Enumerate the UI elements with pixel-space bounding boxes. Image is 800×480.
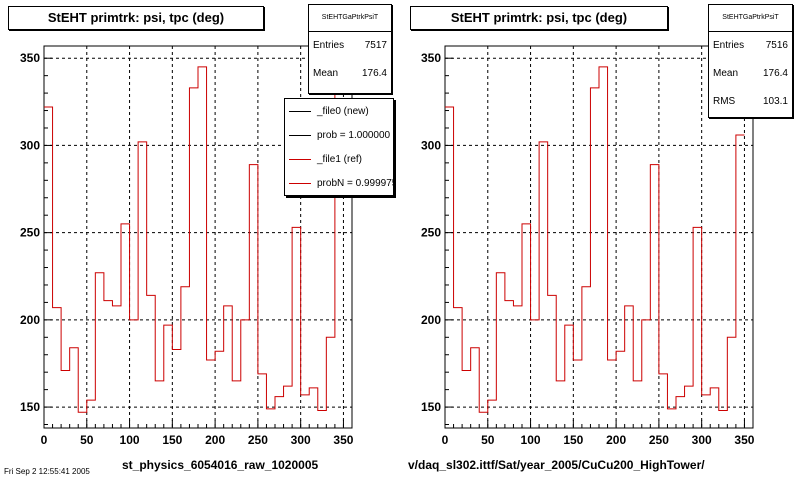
right-plot-title: StEHT primtrk: psi, tpc (deg) xyxy=(410,6,668,30)
right-plot-frame xyxy=(444,45,754,429)
legend-label: probN = 0.999975 xyxy=(317,177,394,189)
timestamp-footer: Fri Sep 2 12:55:41 2005 xyxy=(4,467,90,476)
left-stats-box: StEHTGaPtrkPsiT Entries 7517 Mean 176.4 xyxy=(308,4,392,94)
legend-line-marker xyxy=(289,182,311,184)
left-histogram-series xyxy=(44,66,344,413)
left-stats-name: StEHTGaPtrkPsiT xyxy=(309,5,391,32)
right-x-tick-label: 100 xyxy=(521,433,541,447)
left-y-tick-label: 200 xyxy=(20,313,40,327)
legend-entry-probn: probN = 0.999975 xyxy=(285,171,393,195)
right-stats-row-entries: Entries 7516 xyxy=(709,32,792,60)
stats-label: Entries xyxy=(313,40,345,51)
right-stats-row-mean: Mean 176.4 xyxy=(709,60,792,88)
right-x-tick-label: 300 xyxy=(692,433,712,447)
legend-label: _file0 (new) xyxy=(317,105,369,117)
left-x-tick-label: 50 xyxy=(80,433,94,447)
right-stats-name: StEHTGaPtrkPsiT xyxy=(709,5,792,32)
left-x-tick-label: 350 xyxy=(333,433,353,447)
legend-entry-ref: _file1 (ref) xyxy=(285,147,393,171)
left-x-axis-title: st_physics_6054016_raw_1020005 xyxy=(122,458,319,472)
right-y-tick-label: 200 xyxy=(421,313,441,327)
right-x-tick-label: 200 xyxy=(606,433,626,447)
legend-line-marker xyxy=(289,110,311,112)
stats-label: RMS xyxy=(713,96,736,107)
left-histogram-plot: 0 50 100 150 200 250 300 350 150 200 250 300 350 xyxy=(20,45,354,447)
legend-line-marker xyxy=(289,158,311,160)
left-x-tick-label: 200 xyxy=(205,433,225,447)
stats-value: 7516 xyxy=(765,40,788,51)
right-stats-row-rms: RMS 103.1 xyxy=(709,88,792,116)
right-histogram-pad: 0 50 100 150 200 250 300 350 150 200 250 300 350 StE… xyxy=(400,0,800,480)
left-x-tick-label: 150 xyxy=(162,433,182,447)
right-x-tick-label: 50 xyxy=(481,433,495,447)
left-x-tick-label: 300 xyxy=(291,433,311,447)
left-legend: _file0 (new) prob = 1.000000 _file1 (ref… xyxy=(284,98,394,196)
left-plot-title: StEHT primtrk: psi, tpc (deg) xyxy=(8,6,264,30)
left-x-tick-label: 0 xyxy=(41,433,48,447)
right-y-tick-label: 150 xyxy=(421,400,441,414)
right-y-tick-label: 300 xyxy=(421,138,441,152)
left-y-tick-label: 150 xyxy=(20,400,40,414)
right-histogram-plot: 0 50 100 150 200 250 300 350 150 200 250 300 350 xyxy=(421,45,755,447)
right-y-tick-label: 350 xyxy=(421,51,441,65)
right-x-tick-label: 250 xyxy=(649,433,669,447)
stats-label: Mean xyxy=(313,68,339,79)
stats-value: 7517 xyxy=(364,40,387,51)
legend-label: _file1 (ref) xyxy=(317,153,363,165)
right-x-tick-label: 350 xyxy=(734,433,754,447)
stats-label: Mean xyxy=(713,68,739,79)
stats-value: 176.4 xyxy=(762,68,788,79)
stats-label: Entries xyxy=(713,40,745,51)
left-x-tick-label: 250 xyxy=(248,433,268,447)
right-x-tick-label: 0 xyxy=(442,433,449,447)
left-histogram-pad: 0 50 100 150 200 250 300 350 150 200 250 300 350 StE… xyxy=(4,4,394,476)
legend-entry-new: _file0 (new) xyxy=(285,99,393,123)
stats-value: 103.1 xyxy=(762,96,788,107)
stats-value: 176.4 xyxy=(361,68,387,79)
right-y-tick-label: 250 xyxy=(421,226,441,240)
right-x-tick-label: 150 xyxy=(563,433,583,447)
left-stats-row-entries: Entries 7517 xyxy=(309,32,391,60)
left-y-tick-label: 250 xyxy=(20,226,40,240)
right-histogram-series xyxy=(445,66,745,413)
left-x-tick-label: 100 xyxy=(120,433,140,447)
left-y-tick-label: 300 xyxy=(20,138,40,152)
left-stats-row-mean: Mean 176.4 xyxy=(309,60,391,88)
left-y-tick-label: 350 xyxy=(20,51,40,65)
legend-line-marker xyxy=(289,134,311,136)
legend-label: prob = 1.000000 xyxy=(317,129,391,141)
right-stats-box: StEHTGaPtrkPsiT Entries 7516 Mean 176.4 … xyxy=(708,4,793,118)
right-x-axis-title: v/daq_sl302.ittf/Sat/year_2005/CuCu200_H… xyxy=(408,458,705,472)
legend-entry-prob: prob = 1.000000 xyxy=(285,123,393,147)
